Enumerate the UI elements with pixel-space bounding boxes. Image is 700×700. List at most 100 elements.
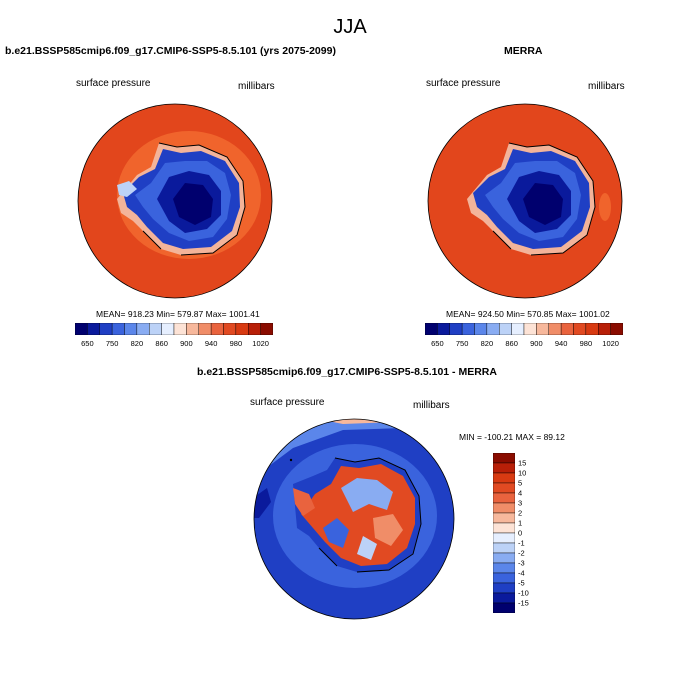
model-colorbar-labels: 650 750 820 860 900 940 980 1020 [75, 339, 273, 349]
obs-colorbar-label: 860 [505, 339, 518, 348]
obs-colorbar-label: 980 [579, 339, 593, 348]
model-stats: MEAN= 918.23 Min= 579.87 Max= 1001.41 [96, 309, 260, 319]
obs-colorbar-box [610, 323, 623, 335]
model-colorbar-label: 650 [81, 339, 94, 348]
model-variable-label: surface pressure [76, 78, 151, 89]
obs-colorbar-box [437, 323, 450, 335]
obs-colorbar-box [511, 323, 525, 335]
model-colorbar-label: 900 [180, 339, 193, 348]
diff-colorbar-label: 15 [518, 458, 527, 468]
diff-colorbar-box [493, 552, 515, 564]
diff-colorbar-box [493, 522, 515, 534]
model-colorbar-box [99, 323, 113, 335]
diff-colorbar-box [493, 482, 515, 494]
model-colorbar-label: 1020 [252, 339, 269, 348]
diff-colorbar-label: -4 [518, 568, 525, 578]
diff-colorbar-label: 4 [518, 488, 523, 498]
obs-colorbar-label: 820 [480, 339, 494, 348]
model-colorbar-box [124, 323, 138, 335]
obs-colorbar-box [598, 323, 611, 335]
diff-colorbar-label: -10 [518, 588, 529, 598]
model-colorbar-box [111, 323, 125, 335]
diff-colorbar-box [493, 492, 515, 504]
diff-colorbar-label: 5 [518, 478, 523, 488]
diff-colorbar-box [493, 542, 515, 554]
diff-colorbar-box [493, 602, 515, 613]
diff-colorbar-box [493, 453, 515, 464]
obs-colorbar-box [449, 323, 463, 335]
obs-colorbar-box [560, 323, 574, 335]
obs-polar-map [427, 103, 623, 299]
diff-colorbar-box [493, 592, 515, 604]
obs-colorbar-label: 900 [530, 339, 543, 348]
diff-colorbar-label: 3 [518, 498, 523, 508]
diff-colorbar-label: 0 [518, 528, 523, 538]
model-colorbar-box [235, 323, 249, 335]
model-colorbar [75, 323, 273, 335]
diff-polar-map [253, 418, 455, 620]
obs-colorbar-box [536, 323, 549, 335]
diff-colorbar-label: 10 [518, 468, 527, 478]
obs-colorbar-box [425, 323, 438, 335]
diff-colorbar-box [493, 532, 515, 544]
model-colorbar-box [210, 323, 224, 335]
model-polar-map [77, 103, 273, 299]
diff-colorbar-box [493, 472, 515, 484]
model-colorbar-box [87, 323, 100, 335]
obs-colorbar-box [486, 323, 500, 335]
model-colorbar-label: 940 [204, 339, 218, 348]
diff-panel-title: b.e21.BSSP585cmip6.f09_g17.CMIP6-SSP5-8.… [197, 366, 497, 378]
obs-colorbar-box [461, 323, 475, 335]
obs-units-label: millibars [588, 81, 625, 92]
model-colorbar-box [198, 323, 212, 335]
model-colorbar-box [136, 323, 150, 335]
model-colorbar-box [173, 323, 187, 335]
model-colorbar-box [186, 323, 199, 335]
diff-colorbar [493, 453, 515, 613]
obs-colorbar-box [548, 323, 562, 335]
diff-colorbar-label: -3 [518, 558, 525, 568]
model-colorbar-box [75, 323, 88, 335]
model-panel-title: b.e21.BSSP585cmip6.f09_g17.CMIP6-SSP5-8.… [5, 45, 336, 57]
season-title: JJA [333, 16, 367, 38]
diff-units-label: millibars [413, 400, 450, 411]
diff-variable-label: surface pressure [250, 397, 325, 408]
obs-colorbar-box [499, 323, 512, 335]
model-colorbar-box [248, 323, 261, 335]
model-colorbar-box [149, 323, 162, 335]
diff-colorbar-box [493, 502, 515, 514]
diff-colorbar-label: -5 [518, 578, 525, 588]
diff-colorbar-box [493, 462, 515, 474]
diff-colorbar-labels: 15 10 5 4 3 2 1 0 -1 -2 -3 -4 -5 -10 -15 [518, 453, 548, 613]
obs-colorbar-label: 1020 [602, 339, 619, 348]
diff-colorbar-label: 1 [518, 518, 523, 528]
diff-colorbar-label: -2 [518, 548, 525, 558]
obs-colorbar-label: 750 [455, 339, 469, 348]
model-colorbar-box [260, 323, 273, 335]
diff-colorbar-box [493, 582, 515, 594]
obs-colorbar-box [573, 323, 587, 335]
diff-colorbar-box [493, 512, 515, 524]
model-colorbar-label: 980 [229, 339, 243, 348]
obs-colorbar-box [585, 323, 599, 335]
model-colorbar-label: 860 [155, 339, 168, 348]
model-colorbar-box [223, 323, 237, 335]
diff-colorbar-box [493, 562, 515, 574]
model-colorbar-label: 750 [105, 339, 119, 348]
obs-panel-title: MERRA [504, 45, 543, 57]
obs-stats: MEAN= 924.50 Min= 570.85 Max= 1001.02 [446, 309, 610, 319]
obs-colorbar-box [523, 323, 537, 335]
model-colorbar-box [161, 323, 175, 335]
diff-colorbar-box [493, 572, 515, 584]
diff-stats: MIN = -100.21 MAX = 89.12 [459, 432, 565, 442]
obs-colorbar-labels: 650 750 820 860 900 940 980 1020 [425, 339, 623, 349]
obs-colorbar-label: 650 [431, 339, 444, 348]
model-units-label: millibars [238, 81, 275, 92]
obs-colorbar-box [474, 323, 488, 335]
model-colorbar-label: 820 [130, 339, 144, 348]
obs-variable-label: surface pressure [426, 78, 501, 89]
diff-colorbar-label: -15 [518, 598, 529, 608]
diff-colorbar-label: 2 [518, 508, 523, 518]
diff-colorbar-label: -1 [518, 538, 525, 548]
obs-colorbar [425, 323, 623, 335]
